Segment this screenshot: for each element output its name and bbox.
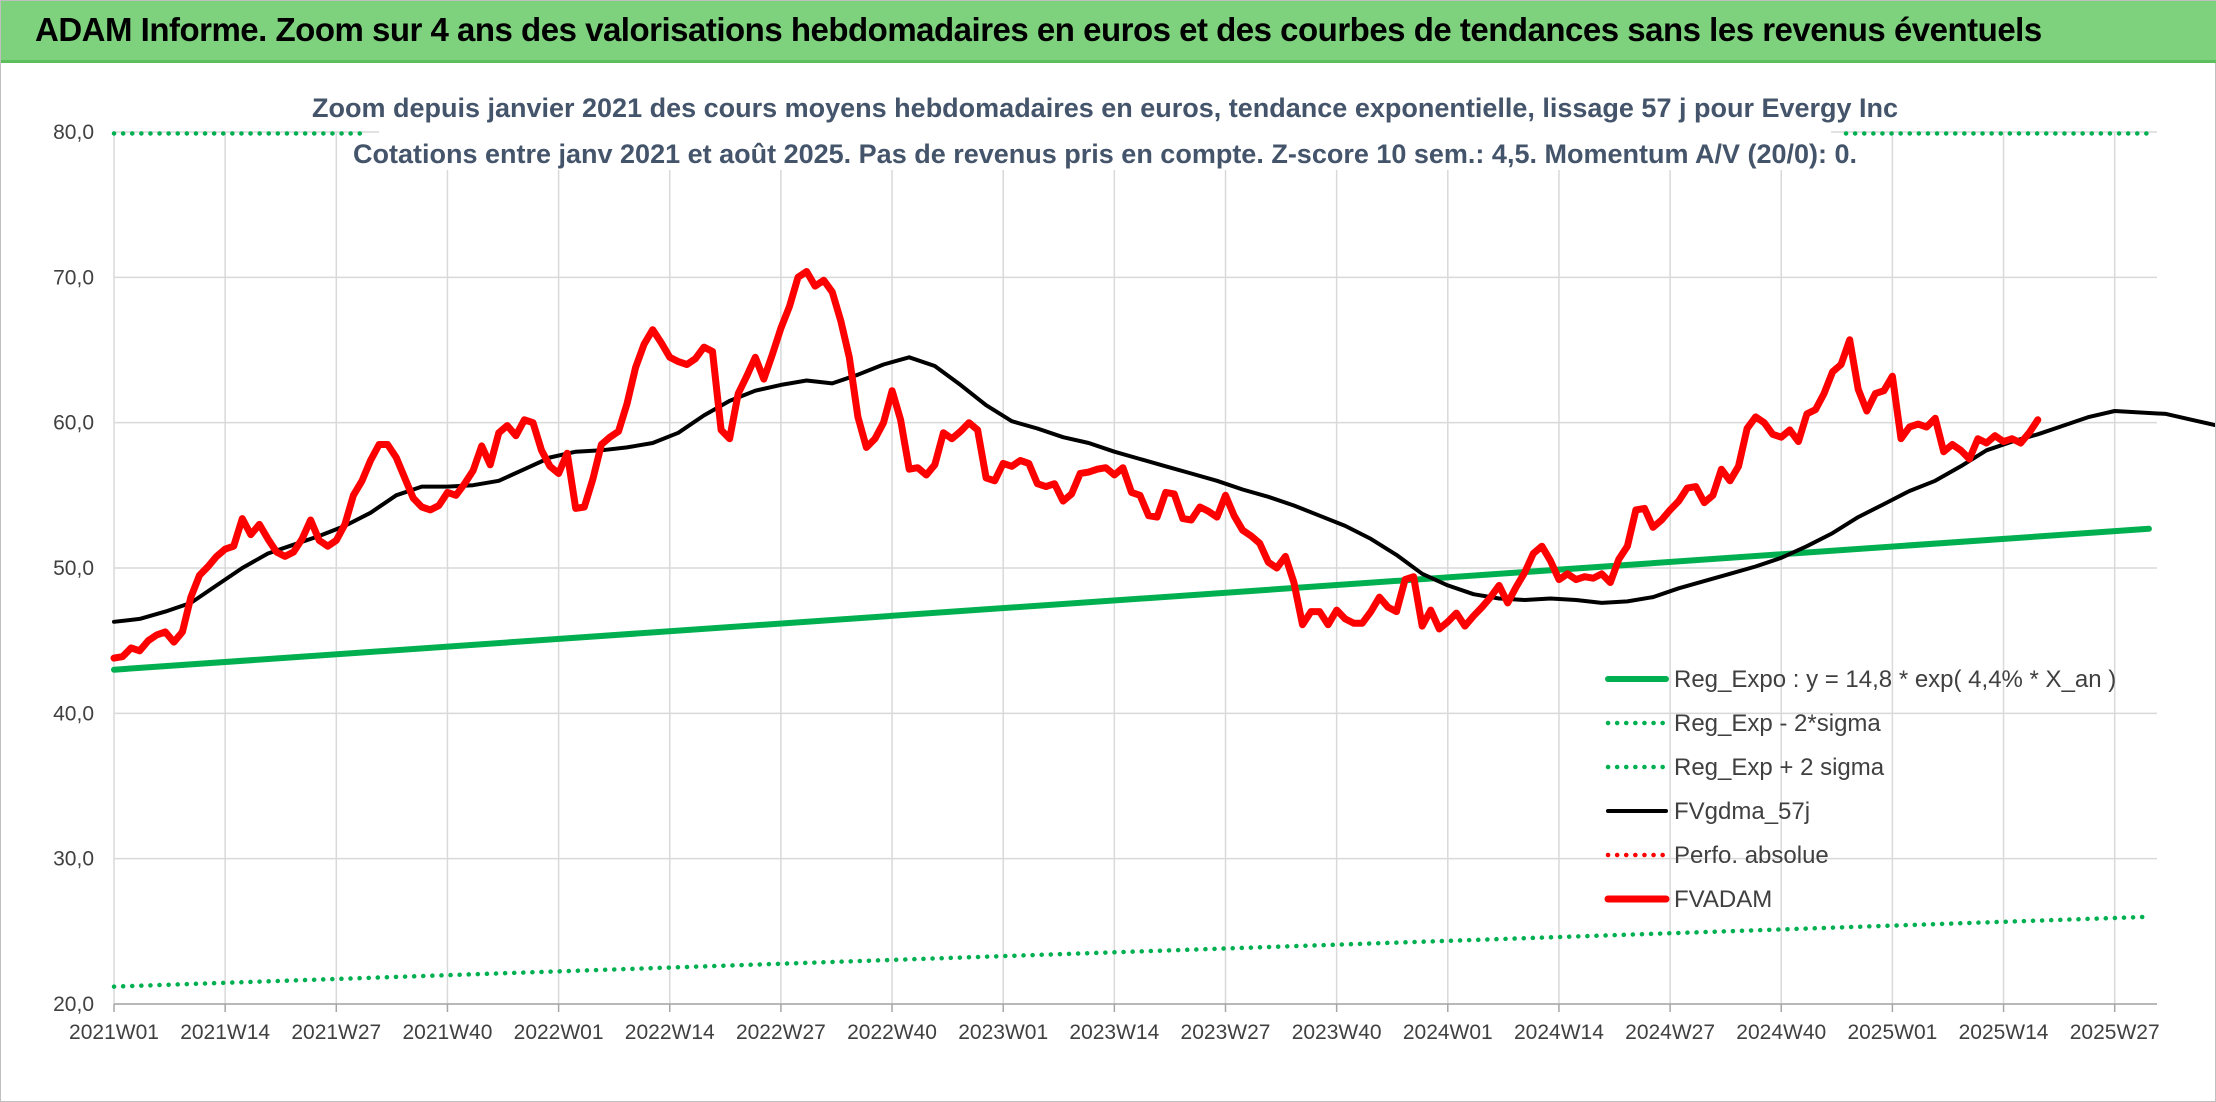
x-tick-label: 2024W01: [1403, 1021, 1493, 1044]
y-tick-label: 50,0: [53, 557, 94, 580]
x-tick-label: 2023W14: [1069, 1021, 1159, 1044]
legend-label: FVADAM: [1674, 886, 1772, 913]
x-tick-label: 2024W14: [1514, 1021, 1604, 1044]
title-line1-background: [366, 85, 1846, 125]
series-line-0: [111, 525, 2152, 673]
legend-label: FVgdma_57j: [1674, 798, 1810, 825]
y-tick-label: 80,0: [53, 121, 94, 144]
title-line2-background: [379, 130, 1831, 170]
x-tick-label: 2025W01: [1847, 1021, 1937, 1044]
x-tick-label: 2022W27: [736, 1021, 826, 1044]
y-tick-label: 30,0: [53, 848, 94, 871]
x-tick-label: 2024W27: [1625, 1021, 1715, 1044]
report-banner: ADAM Informe. Zoom sur 4 ans des valoris…: [1, 1, 2216, 63]
series-line-1: [111, 914, 2152, 989]
y-tick-label: 60,0: [53, 412, 94, 435]
x-tick-label: 2021W14: [180, 1021, 270, 1044]
legend-label: Perfo. absolue: [1674, 842, 1829, 869]
x-tick-label: 2025W14: [1959, 1021, 2049, 1044]
line-chart: Zoom depuis janvier 2021 des cours moyen…: [53, 85, 2215, 1044]
y-axis-ticks: 20,0 30,0 40,0 50,0 60,0 70,0 80,0: [53, 121, 94, 1016]
x-tick-label: 2022W40: [847, 1021, 937, 1044]
x-tick-label: 2021W27: [291, 1021, 381, 1044]
legend-label: Reg_Expo : y = 14,8 * exp( 4,4% * X_an ): [1674, 666, 2116, 693]
series-lines: [110, 131, 2215, 989]
y-tick-label: 70,0: [53, 266, 94, 289]
y-tick-label: 20,0: [53, 993, 94, 1016]
legend-label: Reg_Exp + 2 sigma: [1674, 754, 1885, 781]
x-tick-label: 2025W27: [2070, 1021, 2160, 1044]
y-tick-label: 40,0: [53, 702, 94, 725]
chart-title-line2: Cotations entre janv 2021 et août 2025. …: [353, 139, 1857, 169]
x-tick-label: 2022W14: [625, 1021, 715, 1044]
x-tick-label: 2023W27: [1181, 1021, 1271, 1044]
x-tick-label: 2023W40: [1292, 1021, 1382, 1044]
series-line-3: [112, 355, 2215, 624]
series-line-5: [110, 268, 2042, 662]
chart-grid: [113, 131, 2157, 1012]
report-title: ADAM Informe. Zoom sur 4 ans des valoris…: [35, 11, 2042, 48]
chart-title-line1: Zoom depuis janvier 2021 des cours moyen…: [312, 93, 1898, 123]
x-axis-ticks: 2021W01 2021W14 2021W27 2021W40 2022W01 2022W…: [69, 1021, 2160, 1044]
x-tick-label: 2023W01: [958, 1021, 1048, 1044]
legend: Reg_Expo : y = 14,8 * exp( 4,4% * X_an )…: [1604, 666, 2116, 913]
x-tick-label: 2024W40: [1736, 1021, 1826, 1044]
x-tick-label: 2022W01: [514, 1021, 604, 1044]
x-tick-label: 2021W40: [402, 1021, 492, 1044]
legend-label: Reg_Exp - 2*sigma: [1674, 710, 1881, 737]
x-tick-label: 2021W01: [69, 1021, 159, 1044]
